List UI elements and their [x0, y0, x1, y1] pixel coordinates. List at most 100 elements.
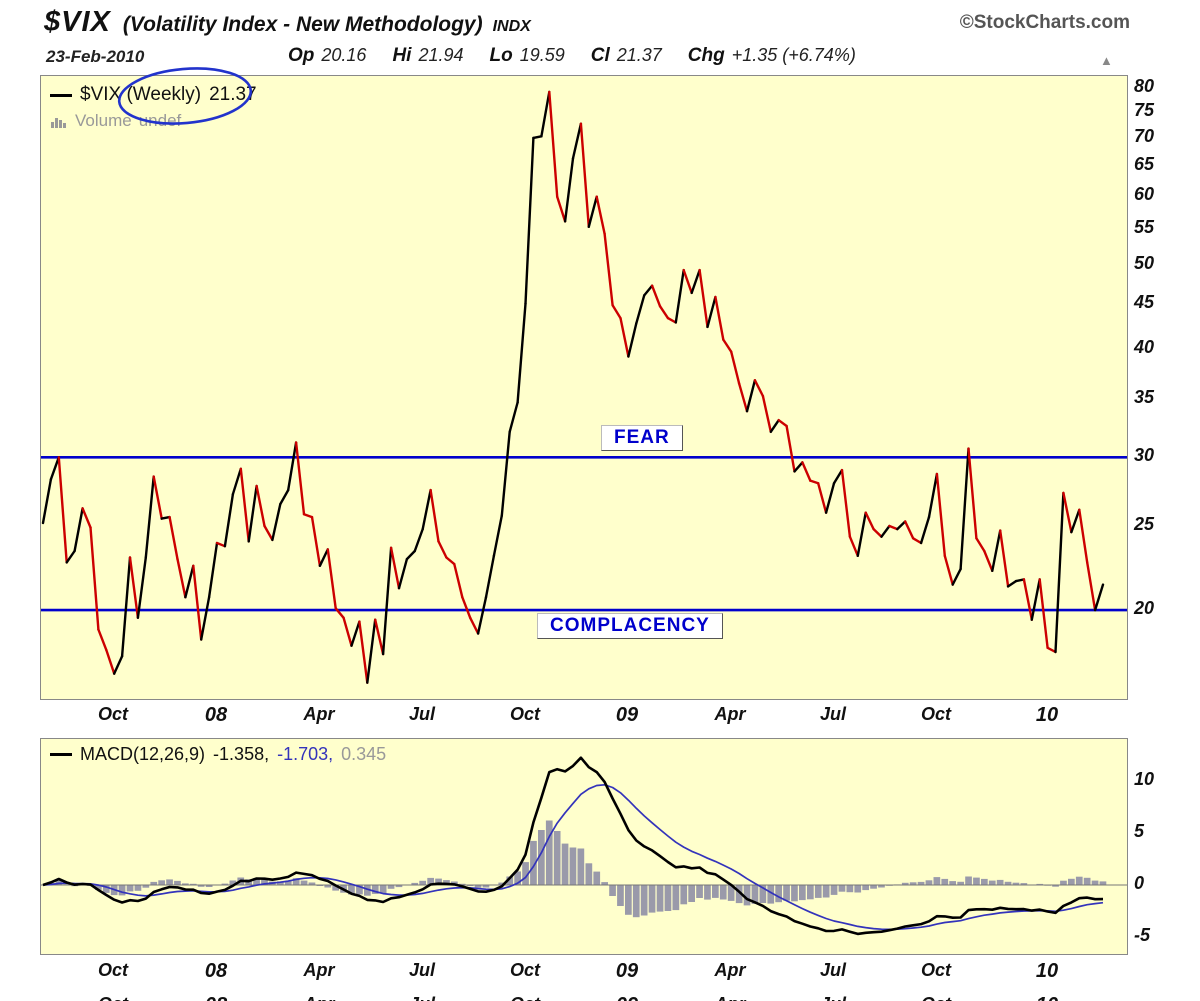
macd-histogram-bar	[909, 882, 917, 885]
macd-histogram-value: 0.345	[341, 744, 387, 764]
vix-price-chart-panel	[40, 75, 1128, 700]
macd-histogram-bar	[1012, 882, 1020, 885]
copyright: ©StockCharts.com	[959, 12, 1130, 33]
macd-histogram-bar	[814, 885, 822, 898]
macd-histogram-bar	[617, 885, 624, 906]
price-segment	[231, 467, 243, 496]
price-segment	[777, 419, 788, 428]
macd-histogram-bar	[791, 885, 798, 902]
macd-histogram-bar	[126, 885, 134, 892]
macd-histogram-bar	[807, 885, 814, 900]
macd-histogram-bar	[522, 862, 529, 885]
macd-histogram-bar	[498, 882, 506, 885]
date-axis-macd: Oct 08 Apr Jul Oct 09 Apr Jul Oct 10	[0, 960, 1200, 988]
macd-line	[42, 756, 1104, 936]
complacency-level-label: COMPLACENCY	[537, 613, 723, 639]
price-segment	[429, 488, 440, 543]
macd-histogram-bar	[593, 871, 601, 885]
macd-histogram-bar	[1083, 877, 1091, 885]
price-segment	[1054, 491, 1065, 654]
date-axis-label: Apr	[714, 960, 746, 980]
price-segment	[461, 596, 472, 619]
change-value: +1.35 (+6.74%)	[731, 45, 856, 65]
macd-axis-tick: 5	[1134, 821, 1145, 841]
low-label: Lo	[489, 45, 513, 66]
date-axis-label: 09	[615, 960, 639, 982]
price-segment	[413, 527, 424, 553]
price-segment	[650, 284, 662, 308]
macd-histogram-bar	[229, 880, 237, 885]
price-segment	[286, 441, 298, 492]
macd-histogram-bar	[775, 885, 782, 903]
date-axis-label: Oct	[921, 994, 951, 1001]
date-axis-label: 10	[1035, 704, 1059, 726]
price-segment	[279, 488, 290, 506]
macd-histogram-bar	[545, 820, 553, 885]
date-axis-label: 09	[616, 994, 638, 1001]
macd-histogram-bar	[609, 885, 616, 896]
macd-histogram-bar	[696, 885, 703, 898]
macd-histogram-bar	[743, 885, 751, 906]
price-segment	[848, 535, 859, 557]
series-last-value: 21.37	[209, 84, 257, 105]
macd-histogram-bar	[324, 885, 332, 888]
price-segment	[571, 122, 583, 160]
macd-histogram-bar	[261, 879, 268, 885]
vix-price-chart	[41, 90, 1127, 684]
macd-histogram-bar	[308, 882, 316, 885]
macd-histogram-bar	[585, 863, 593, 885]
price-segment	[381, 546, 393, 656]
price-segment	[516, 302, 527, 404]
price-segment	[935, 472, 946, 557]
macd-histogram-bar	[854, 885, 862, 893]
macd-histogram-bar	[253, 878, 260, 885]
price-segment	[904, 520, 915, 540]
price-segment	[682, 268, 693, 295]
macd-histogram-bar	[300, 880, 308, 885]
date-axis-label: Jul	[819, 704, 847, 724]
macd-histogram-bar	[727, 885, 735, 901]
change-label: Chg	[687, 45, 725, 66]
series-label: $VIX (Weekly)	[80, 84, 202, 105]
price-segment	[1062, 491, 1073, 534]
price-segment	[136, 556, 148, 619]
price-segment	[548, 90, 559, 198]
macd-histogram-bar	[474, 885, 482, 888]
price-segment	[176, 557, 187, 599]
price-segment	[421, 488, 432, 531]
date-axis-label: Oct	[98, 994, 128, 1001]
price-segment	[97, 628, 108, 652]
price-segment	[294, 441, 306, 516]
macd-histogram-bar	[221, 883, 229, 885]
macd-histogram-bar	[150, 881, 158, 885]
macd-histogram-bar	[1068, 878, 1075, 885]
exchange-label: INDX	[492, 18, 531, 35]
price-axis-tick: 75	[1134, 100, 1155, 120]
macd-histogram-bar	[625, 885, 632, 915]
date-axis-label: Jul	[408, 960, 436, 980]
date-axis-label: 08	[204, 704, 228, 726]
high-value: 21.94	[418, 45, 464, 65]
macd-histogram-bar	[656, 885, 664, 912]
volume-value: undef	[138, 111, 182, 130]
volume-label: Volume	[75, 111, 132, 130]
price-segment	[880, 524, 891, 538]
macd-histogram-bar	[569, 847, 577, 885]
date-axis-label: Jul	[408, 704, 436, 724]
fear-level-label: FEAR	[601, 425, 683, 451]
macd-histogram-bar	[371, 885, 379, 894]
price-segment	[350, 620, 361, 647]
price-axis-tick: 30	[1134, 445, 1155, 465]
macd-histogram-bar	[514, 871, 521, 885]
price-segment	[911, 537, 923, 545]
close-value: 21.37	[616, 45, 662, 65]
macd-histogram-bar	[672, 885, 680, 911]
macd-histogram-bar	[530, 840, 537, 885]
price-segment	[722, 338, 733, 353]
date-axis-label: 10	[1036, 994, 1058, 1001]
price-segment	[152, 475, 163, 520]
price-segment	[81, 507, 92, 529]
price-segment	[611, 304, 622, 320]
date-axis-label: Jul	[409, 994, 435, 1001]
date-axis-label: 08	[205, 994, 227, 1001]
